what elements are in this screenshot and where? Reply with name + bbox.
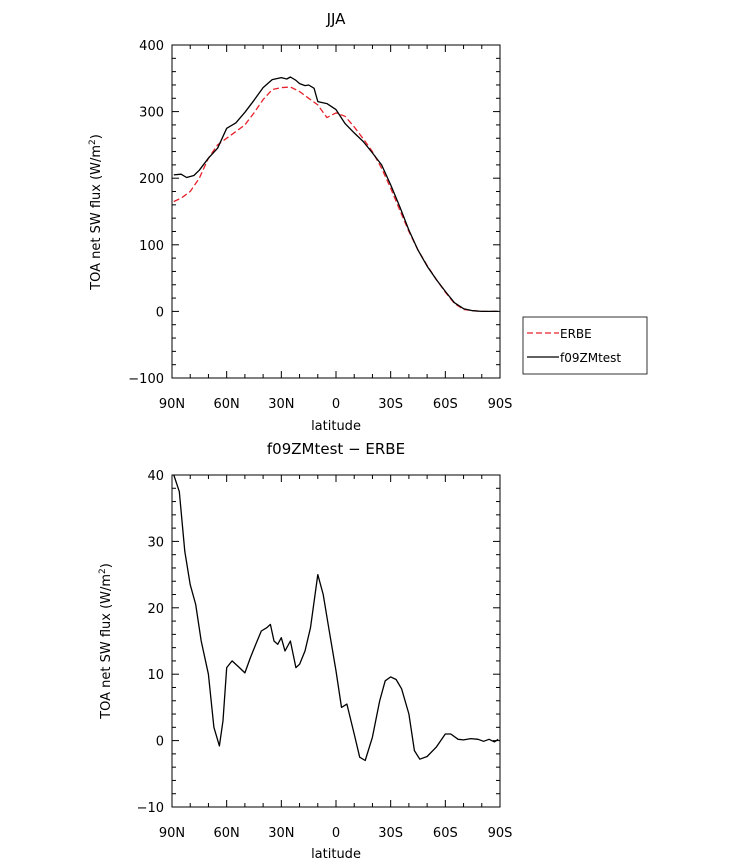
- y-axis-label: TOA net SW flux (W/m2): [88, 134, 104, 291]
- y-tick-label: 20: [147, 602, 164, 617]
- series-line-erbe: [173, 86, 499, 313]
- x-tick-label: 90S: [488, 826, 513, 841]
- x-tick-label: 0: [332, 826, 340, 841]
- x-tick-label: 60N: [214, 397, 240, 412]
- chart-title: JJA: [326, 10, 347, 28]
- x-tick-label: 60S: [433, 397, 458, 412]
- plot-frame: [171, 44, 501, 379]
- legend-label-f09zmtest: f09ZMtest: [560, 351, 621, 365]
- x-tick-label: 30S: [378, 826, 403, 841]
- legend-box: [522, 316, 648, 375]
- y-tick-label: 400: [139, 39, 164, 54]
- y-tick-label: 10: [147, 668, 164, 683]
- series-line-f09zmtest: [173, 76, 499, 313]
- legend: ERBE f09ZMtest: [522, 316, 648, 375]
- y-tick-label: −100: [128, 372, 164, 387]
- series-line-diff-1: [173, 474, 499, 762]
- x-tick-label: 90N: [159, 397, 185, 412]
- y-tick-label: −10: [137, 801, 164, 816]
- legend-label-erbe: ERBE: [560, 327, 592, 341]
- y-tick-label: 300: [139, 106, 164, 121]
- x-tick-label: 60N: [214, 826, 240, 841]
- x-tick-label: 30S: [378, 397, 403, 412]
- chart-panel-2: f09ZMtest − ERBE 90N 60N 30N 0 30S 60S 90S −10 0 1…: [98, 440, 512, 862]
- x-tick-label: 0: [332, 397, 340, 412]
- y-tick-label: 0: [156, 305, 164, 320]
- x-tick-label: 30N: [268, 397, 294, 412]
- x-tick-label: 90N: [159, 826, 185, 841]
- y-tick-label: 30: [147, 535, 164, 550]
- plot-frame: [171, 474, 501, 808]
- chart-title: f09ZMtest − ERBE: [267, 440, 405, 458]
- chart-panel-1: JJA 90N 60N 30N 0 30S 60S 90S −100 0 100 200 300 400 l…: [88, 10, 648, 434]
- x-tick-label: 90S: [488, 397, 513, 412]
- y-tick-label: 200: [139, 172, 164, 187]
- x-axis-label: latitude: [311, 419, 361, 434]
- x-tick-label: 60S: [433, 826, 458, 841]
- x-axis-label: latitude: [311, 847, 361, 862]
- y-tick-label: 0: [156, 735, 164, 750]
- y-tick-label: 40: [147, 469, 164, 484]
- y-axis-label: TOA net SW flux (W/m2): [98, 563, 114, 720]
- y-tick-label: 100: [139, 239, 164, 254]
- x-tick-label: 30N: [268, 826, 294, 841]
